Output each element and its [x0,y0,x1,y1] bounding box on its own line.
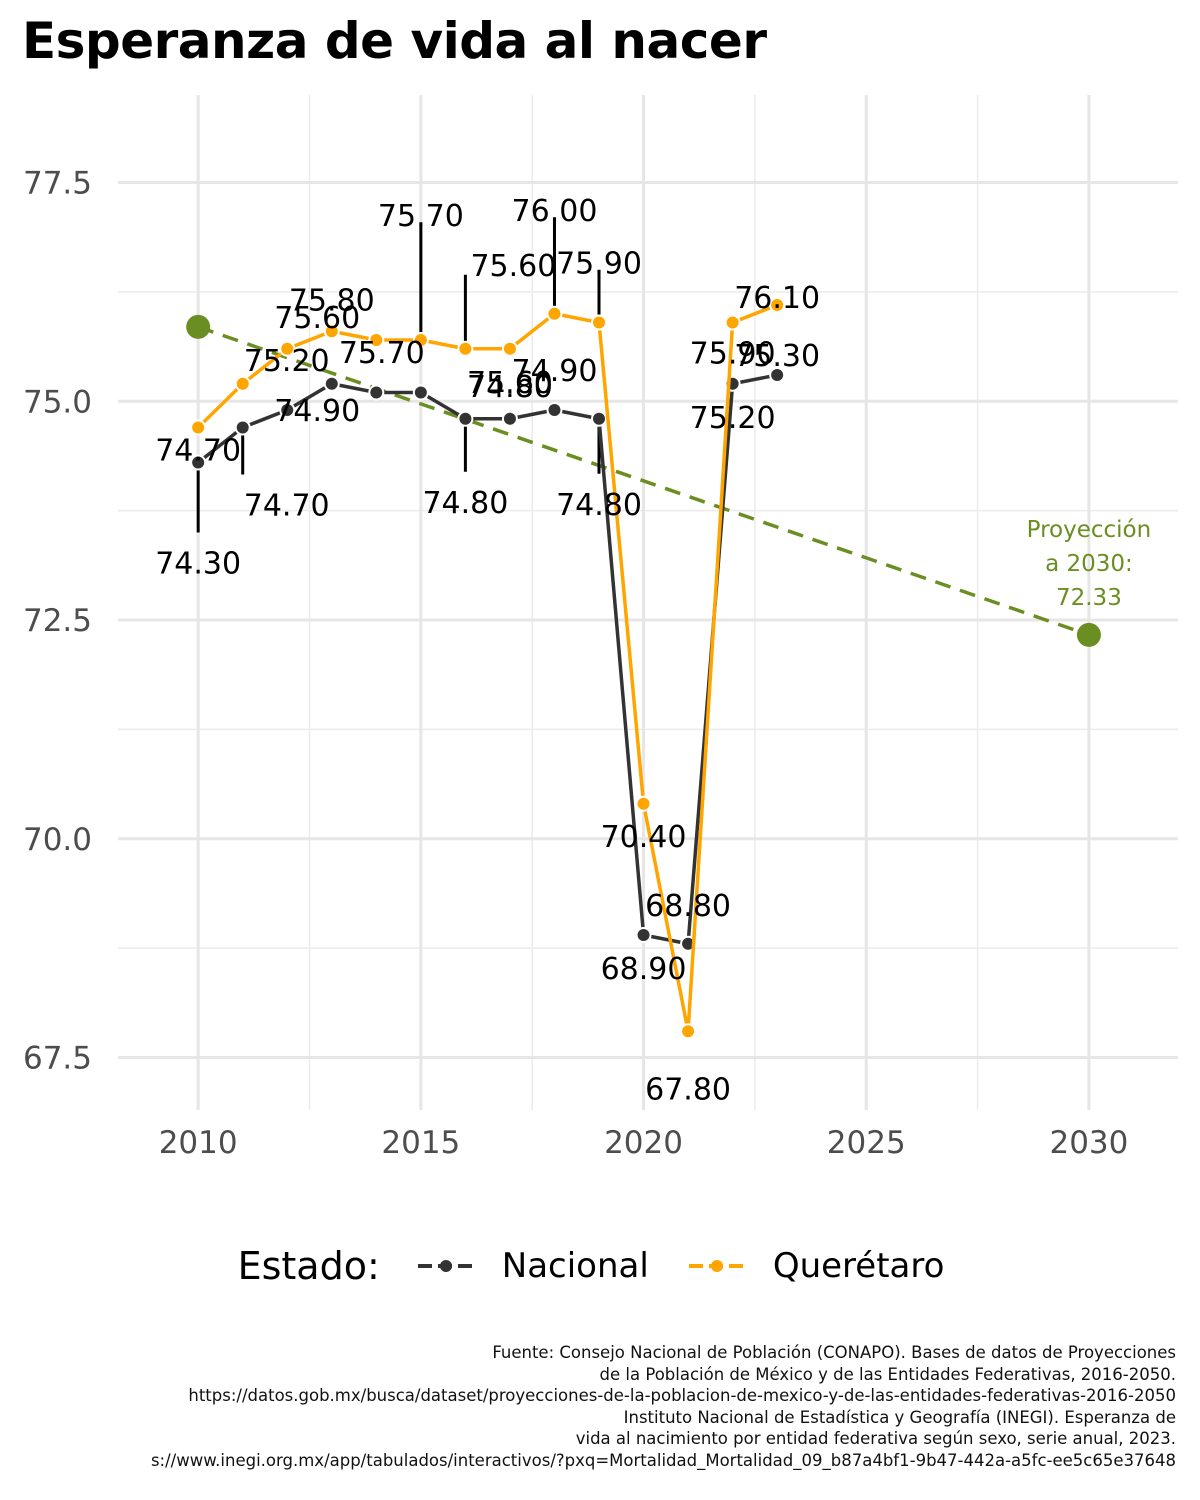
data-label: 75.20 [244,344,330,379]
data-point [635,927,652,943]
data-label: 74.80 [422,486,508,521]
data-label: 74.80 [556,488,642,523]
x-tick-label: 2025 [827,1125,906,1161]
data-point [591,410,608,427]
source-line: Fuente: Consejo Nacional de Población (C… [492,1343,1176,1362]
data-label: 75.90 [690,337,776,372]
legend-label-nacional: Nacional [501,1246,649,1286]
data-label: 74.30 [155,547,241,582]
data-point [680,1023,697,1040]
data-point [635,795,652,812]
axis-tick-labels: 2010 2015 2020 2025 2030 67.5 70.0 72.5 75.0 77.5 [23,166,1128,1162]
data-label: 68.80 [645,889,731,924]
projection-label: a 2030: [1045,551,1133,577]
data-label: 75.30 [734,339,820,374]
y-tick-label: 70.0 [23,822,92,858]
data-point [234,419,251,436]
data-label: 75.70 [378,199,464,234]
data-label: 68.90 [601,952,687,987]
projection-line [197,325,1090,637]
data-label: 75.60 [467,366,553,401]
source-caption: Fuente: Consejo Nacional de Población (C… [151,1342,1176,1471]
data-label: 74.70 [155,434,241,469]
y-tick-label: 77.5 [23,166,92,202]
data-label: 74.90 [274,394,360,429]
y-tick-label: 75.0 [23,384,92,420]
source-line: Instituto Nacional de Estadística y Geog… [623,1407,1176,1427]
legend-item-nacional: Nacional [416,1246,649,1286]
data-point [190,454,207,471]
data-label: 74.90 [512,354,598,389]
legend-key-nacional [417,1260,474,1272]
chart-title: Esperanza de vida al nacer [22,12,767,70]
data-label: 76.10 [734,281,820,316]
legend-key-point [439,1260,452,1272]
projection-start-point [186,314,211,339]
projection-end-point [1076,622,1101,647]
data-point [546,305,563,322]
data-point [234,375,251,392]
legend-label-queretaro: Querétaro [772,1246,945,1286]
data-point [546,402,563,418]
y-tick-label: 72.5 [23,603,92,639]
data-point [323,375,340,392]
data-point [769,297,786,313]
data-point [457,340,474,357]
data-point [412,384,429,401]
data-label: 75.60 [470,249,556,284]
data-point [591,314,608,331]
source-line: vida al nacimiento por entidad federativ… [575,1429,1176,1448]
x-tick-label: 2030 [1049,1125,1128,1161]
data-point [368,332,385,348]
data-label: 74.70 [244,489,330,524]
data-label: 75.20 [690,401,776,436]
legend-item-queretaro: Querétaro [687,1246,945,1286]
projection-label: Proyección [1027,517,1152,543]
series-lines [190,297,786,1040]
data-label: 67.80 [645,1072,731,1107]
legend-title: Estado: [237,1244,380,1288]
legend-key-queretaro [688,1260,745,1272]
data-label: 70.40 [601,820,687,855]
data-point [190,419,207,436]
data-point [501,340,518,357]
source-line: de la Población de México y de las Entid… [599,1364,1176,1384]
data-label: 75.90 [556,247,642,282]
data-point [724,314,741,331]
data-point [769,367,786,383]
projection-label: 72.33 [1056,585,1122,611]
data-point [323,323,340,340]
data-point [501,410,518,427]
projection-trend: Proyección a 2030: 72.33 [186,314,1152,647]
data-label: 75.60 [274,301,360,336]
series-line-nacional [197,373,778,946]
x-tick-label: 2010 [159,1125,238,1161]
data-label: 76.00 [512,194,598,229]
data-labels: 74.3074.7074.7075.2074.9075.6075.7075.80… [155,194,820,1108]
data-point [368,384,385,401]
data-point [457,410,474,427]
x-tick-label: 2020 [604,1125,683,1161]
legend-key-point [710,1260,723,1272]
data-label: 74.80 [467,370,553,405]
data-point [412,332,429,348]
data-label: 75.70 [339,336,425,371]
data-label: 75.80 [289,283,375,318]
source-link: s://www.inegi.org.mx/app/tabulados/inter… [150,1450,1176,1470]
x-tick-label: 2015 [381,1125,460,1161]
data-point [279,340,296,357]
legend: Estado: Nacional Querétaro [0,1238,1200,1294]
chart-plot: 2010 2015 2020 2025 2030 67.5 70.0 72.5 75.0 77.5… [23,95,1178,1162]
y-tick-label: 67.5 [23,1041,92,1077]
data-point [279,402,296,418]
source-link: https://datos.gob.mx/busca/dataset/proye… [188,1386,1176,1405]
